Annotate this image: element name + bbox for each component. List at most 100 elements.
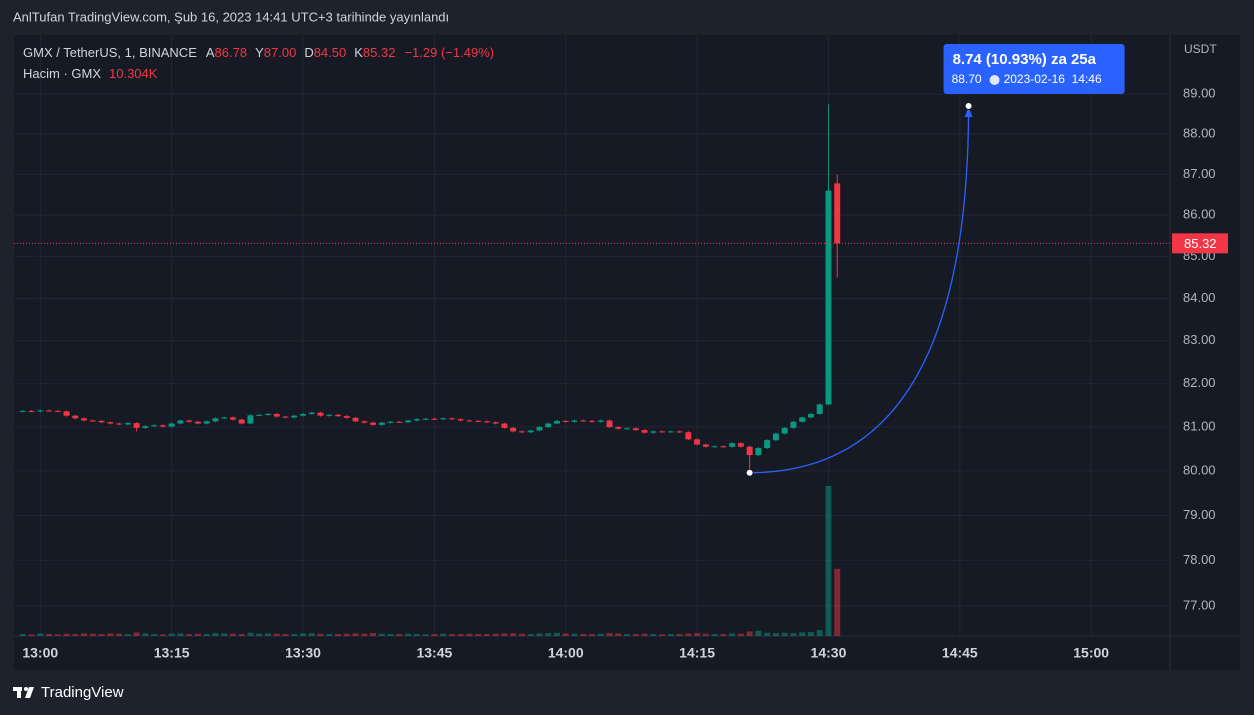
arrow-head bbox=[964, 107, 973, 118]
volume-bar bbox=[440, 633, 447, 636]
candle-body bbox=[834, 183, 841, 244]
volume-bar bbox=[335, 634, 342, 636]
legend-item: 84.50 bbox=[314, 45, 347, 60]
candle-body bbox=[177, 420, 184, 424]
legend-item: 87.00 bbox=[264, 45, 297, 60]
candle-body bbox=[737, 443, 744, 447]
candle-body bbox=[694, 439, 701, 445]
volume-bar bbox=[510, 633, 517, 636]
y-tick-label: 80.00 bbox=[1183, 462, 1216, 477]
legend-item: A bbox=[206, 45, 215, 60]
candle-body bbox=[317, 412, 324, 416]
candle-body bbox=[124, 423, 131, 425]
candle-body bbox=[282, 416, 289, 418]
candle-body bbox=[667, 431, 674, 433]
volume-bar bbox=[405, 633, 412, 636]
volume-bar bbox=[624, 634, 631, 636]
candle-body bbox=[326, 414, 333, 416]
logo-icon bbox=[13, 687, 34, 698]
candle-body bbox=[54, 410, 61, 412]
volume-bar bbox=[37, 633, 44, 636]
candle-body bbox=[641, 430, 648, 433]
volume-bar bbox=[536, 633, 543, 636]
candle-body bbox=[448, 418, 455, 420]
y-tick-label: 87.00 bbox=[1183, 166, 1216, 181]
volume-bar bbox=[177, 633, 184, 636]
volume-bar bbox=[422, 634, 429, 636]
volume-bar bbox=[151, 634, 158, 636]
volume-bar bbox=[63, 633, 70, 636]
candle-body bbox=[335, 414, 342, 417]
volume-bar bbox=[834, 568, 841, 636]
candle-body bbox=[597, 420, 604, 422]
candle-body bbox=[729, 443, 736, 447]
volume-bar bbox=[571, 633, 578, 636]
volume-bar bbox=[413, 634, 420, 636]
candle-body bbox=[159, 425, 166, 427]
volume-bar bbox=[816, 630, 823, 636]
y-tick-label: 79.00 bbox=[1183, 507, 1216, 522]
candle-body bbox=[203, 421, 210, 424]
candle-body bbox=[483, 421, 490, 423]
legend-item: D bbox=[304, 45, 313, 60]
volume-bar bbox=[825, 486, 832, 636]
candle-body bbox=[116, 423, 123, 425]
volume-bar bbox=[527, 634, 534, 636]
y-tick-label: 77.00 bbox=[1183, 597, 1216, 612]
candle-body bbox=[194, 421, 201, 424]
candle-body bbox=[361, 421, 368, 423]
volume-bar bbox=[72, 634, 79, 636]
candle-body bbox=[571, 420, 578, 422]
candle-body bbox=[212, 418, 219, 422]
volume-bar bbox=[650, 634, 657, 636]
volume-bar bbox=[186, 634, 193, 636]
candle-body bbox=[300, 413, 306, 416]
candle-body bbox=[247, 415, 254, 424]
volume-bar bbox=[807, 632, 814, 636]
volume-bar bbox=[194, 633, 201, 636]
volume-bar bbox=[308, 633, 315, 636]
candle-body bbox=[133, 423, 140, 428]
candle-body bbox=[387, 421, 394, 423]
candle-body bbox=[264, 413, 271, 415]
candle-body bbox=[440, 418, 447, 420]
candle-body bbox=[702, 444, 709, 447]
volume-bar bbox=[720, 634, 727, 636]
candle-body bbox=[256, 414, 263, 416]
candle-body bbox=[431, 418, 438, 420]
volume-bar bbox=[597, 633, 604, 636]
candle-body bbox=[545, 423, 552, 428]
plot bbox=[14, 35, 1170, 636]
candle-body bbox=[308, 412, 315, 414]
volume-bar bbox=[300, 633, 306, 636]
volume-bar bbox=[448, 634, 455, 636]
candle-body bbox=[781, 427, 788, 434]
candle-body bbox=[746, 446, 753, 456]
legend-item: Y bbox=[255, 45, 264, 60]
annotation-box bbox=[943, 44, 1125, 94]
volume-bar bbox=[81, 633, 88, 636]
y-tick-label: 89.00 bbox=[1183, 86, 1216, 101]
volume-bar bbox=[317, 633, 324, 636]
legend-item: K bbox=[354, 45, 363, 60]
volume-bar bbox=[229, 633, 236, 636]
volume-bar bbox=[352, 633, 359, 636]
x-tick-label: 13:15 bbox=[154, 645, 190, 661]
volume-bar bbox=[702, 633, 709, 636]
candle-body bbox=[492, 422, 499, 424]
candle-body bbox=[19, 410, 26, 412]
candle-body bbox=[536, 427, 543, 431]
volume-bar bbox=[378, 633, 385, 636]
candle-body bbox=[352, 417, 359, 422]
volume-bar bbox=[667, 634, 674, 636]
volume-bar bbox=[89, 633, 96, 636]
volume-bar bbox=[589, 634, 595, 636]
volume-bar bbox=[282, 634, 289, 636]
last-price-box bbox=[1172, 233, 1228, 254]
volume-bar bbox=[238, 634, 245, 636]
candle-body bbox=[72, 415, 79, 419]
volume-bar bbox=[755, 630, 762, 636]
volume-bar bbox=[781, 632, 788, 636]
candle-body bbox=[772, 433, 779, 441]
volume-bar bbox=[142, 633, 149, 636]
